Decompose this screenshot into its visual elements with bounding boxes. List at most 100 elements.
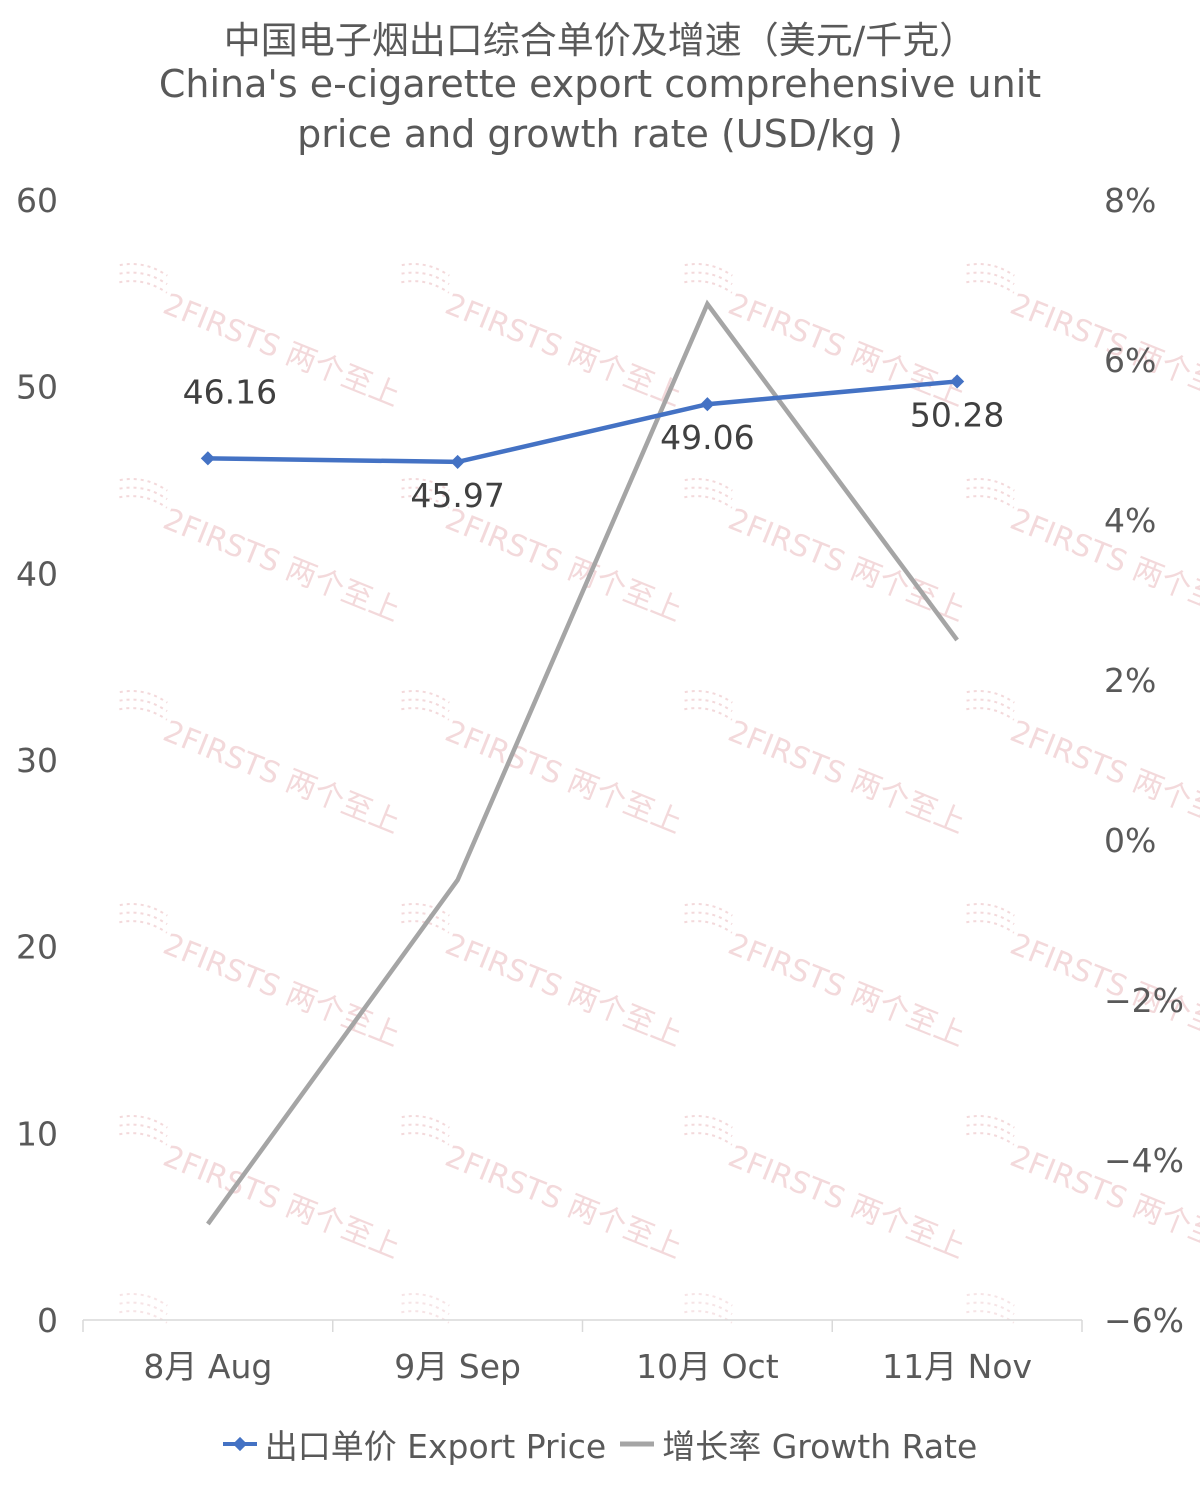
watermark-swirl [684,1310,733,1324]
watermark-swirl [684,495,733,509]
watermark-swirl [684,271,733,286]
watermark: 2FIRSTS 两个至上 [684,903,970,1054]
point-export-price [950,374,965,389]
chart-title-zh: 中国电子烟出口综合单价及增速（美元/千克） [223,19,977,62]
watermark-swirl [119,486,168,501]
watermark-swirl [119,1310,168,1324]
x-tick-label: 10月 Oct [636,1347,779,1386]
axes: 8月 Aug 9月 Sep 10月 Oct 11月 Nov 0 10 20 30 40 50 60 −… [16,181,1184,1386]
y-right-tick-label: 4% [1104,501,1156,540]
watermark-text: 2FIRSTS 两个至上 [440,927,687,1054]
y-left-tick-label: 60 [16,181,58,220]
watermark-text: 2FIRSTS 两个至上 [158,927,405,1054]
watermark: 2FIRSTS 两个至上 [966,690,1200,841]
watermark-swirl [684,1301,733,1316]
legend-item-growth-rate: 增长率 Growth Rate [620,1420,977,1468]
chart-subtitle-line2: price and growth rate (USD/kg ) [297,112,903,156]
series-line-growth-rate [206,299,959,1226]
watermark-swirl [401,1310,450,1324]
watermark: 2FIRSTS 两个至上 [684,690,970,841]
watermark-swirl [401,1301,450,1316]
watermark-swirl [119,280,168,294]
data-label-export-price: 46.16 [183,372,277,411]
point-export-price [200,451,215,466]
watermark-swirl [684,486,733,501]
watermark-swirl [684,920,733,934]
y-left-tick-label: 20 [16,928,58,967]
watermark-swirl [966,1301,1015,1316]
watermark-swirl [966,478,1015,492]
watermark: 2FIRSTS 两个至上 [401,690,687,841]
point-export-price [700,397,715,412]
watermark: 2FIRSTS 两个至上 [401,263,687,414]
watermark: 2FIRSTS 两个至上 [966,903,1200,1054]
watermark-text: 2FIRSTS 两个至上 [440,502,687,629]
watermark-text: 2FIRSTS 两个至上 [1005,502,1200,629]
watermark: 2FIRSTS 两个至上 [401,903,687,1054]
y-left-tick-label: 10 [16,1114,58,1153]
watermark-swirl [966,486,1015,501]
watermark-swirl [119,1132,168,1146]
point-export-price [450,454,465,469]
legend-line-diamond-icon [222,1436,257,1452]
watermark-swirl [119,495,168,509]
y-left-tick-label: 0 [37,1301,58,1340]
data-labels: 46.16 45.97 49.06 50.28 [183,372,1005,515]
watermark-swirl [401,1293,450,1307]
watermark-swirl [119,1115,168,1129]
watermark-swirl [966,707,1015,721]
watermark-swirl [401,698,450,713]
watermark-text: 2FIRSTS 两个至上 [440,287,687,414]
watermark-swirl [684,1293,733,1307]
watermark-swirl [401,263,450,277]
watermark [401,1293,450,1324]
watermark-text: 2FIRSTS 两个至上 [440,714,687,841]
series-line-export-price [207,379,958,465]
watermark-swirl [966,1310,1015,1324]
watermark-swirl [119,1301,168,1316]
watermark-swirl [966,690,1015,704]
watermark: 2FIRSTS 两个至上 [401,1115,687,1266]
watermark-swirl [119,698,168,713]
watermark-swirl [684,1132,733,1146]
watermark-swirl [401,690,450,704]
x-tick-label: 8月 Aug [143,1347,272,1386]
watermark-swirl [966,1123,1015,1138]
watermark-swirl [401,1115,450,1129]
watermark-text: 2FIRSTS 两个至上 [723,927,970,1054]
watermark: 2FIRSTS 两个至上 [119,903,405,1054]
watermark: 2FIRSTS 两个至上 [966,263,1200,414]
watermark-swirl [119,478,168,492]
watermark-swirl [119,690,168,704]
watermark: 2FIRSTS 两个至上 [119,478,405,629]
watermark-swirl [684,911,733,926]
watermark-swirl [966,920,1015,934]
y-right-tick-label: 6% [1104,341,1156,380]
watermark-swirl [401,707,450,721]
y-right-tick-label: 2% [1104,661,1156,700]
watermark: 2FIRSTS 两个至上 [119,1115,405,1266]
watermark-text: 2FIRSTS 两个至上 [440,1139,687,1266]
watermark-swirl [966,1293,1015,1307]
watermark [966,1293,1015,1324]
watermark-text: 2FIRSTS 两个至上 [158,1139,405,1266]
watermark-swirl [684,707,733,721]
watermark-swirl [119,707,168,721]
watermark-swirl [684,478,733,492]
watermark-text: 2FIRSTS 两个至上 [158,714,405,841]
watermark-swirl [401,1123,450,1138]
watermark-swirl [684,263,733,277]
watermark-swirl [966,698,1015,713]
series-layer [200,299,965,1226]
y-right-tick-label: 0% [1104,821,1156,860]
watermark-swirl [401,271,450,286]
y-right-tick-label: −4% [1104,1141,1184,1180]
watermark: 2FIRSTS 两个至上 [684,263,970,414]
legend-item-export-price: 出口单价 Export Price [222,1420,606,1468]
watermark-swirl [119,911,168,926]
watermark: 2FIRSTS 两个至上 [119,690,405,841]
chart-subtitle-line1: China's e-cigarette export comprehensive… [158,62,1042,106]
y-right-tick-label: −2% [1104,981,1184,1020]
watermark-swirl [966,1115,1015,1129]
